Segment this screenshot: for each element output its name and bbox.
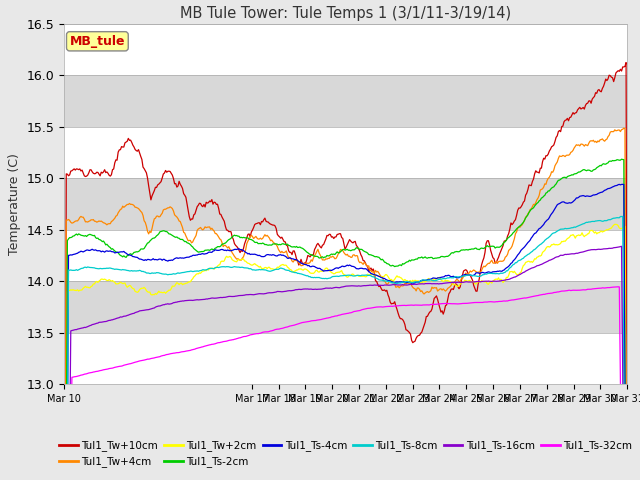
Bar [64,127,627,178]
Y-axis label: Temperature (C): Temperature (C) [8,153,21,255]
Bar [64,178,627,230]
Legend: Tul1_Tw+10cm, Tul1_Tw+4cm, Tul1_Tw+2cm, Tul1_Ts-2cm, Tul1_Ts-4cm, Tul1_Ts-8cm, T: Tul1_Tw+10cm, Tul1_Tw+4cm, Tul1_Tw+2cm, … [55,436,636,471]
Bar [64,333,627,384]
Bar [64,281,627,333]
Title: MB Tule Tower: Tule Temps 1 (3/1/11-3/19/14): MB Tule Tower: Tule Temps 1 (3/1/11-3/19… [180,6,511,22]
Bar [64,230,627,281]
Bar [64,75,627,127]
Text: MB_tule: MB_tule [70,35,125,48]
Bar [64,24,627,75]
